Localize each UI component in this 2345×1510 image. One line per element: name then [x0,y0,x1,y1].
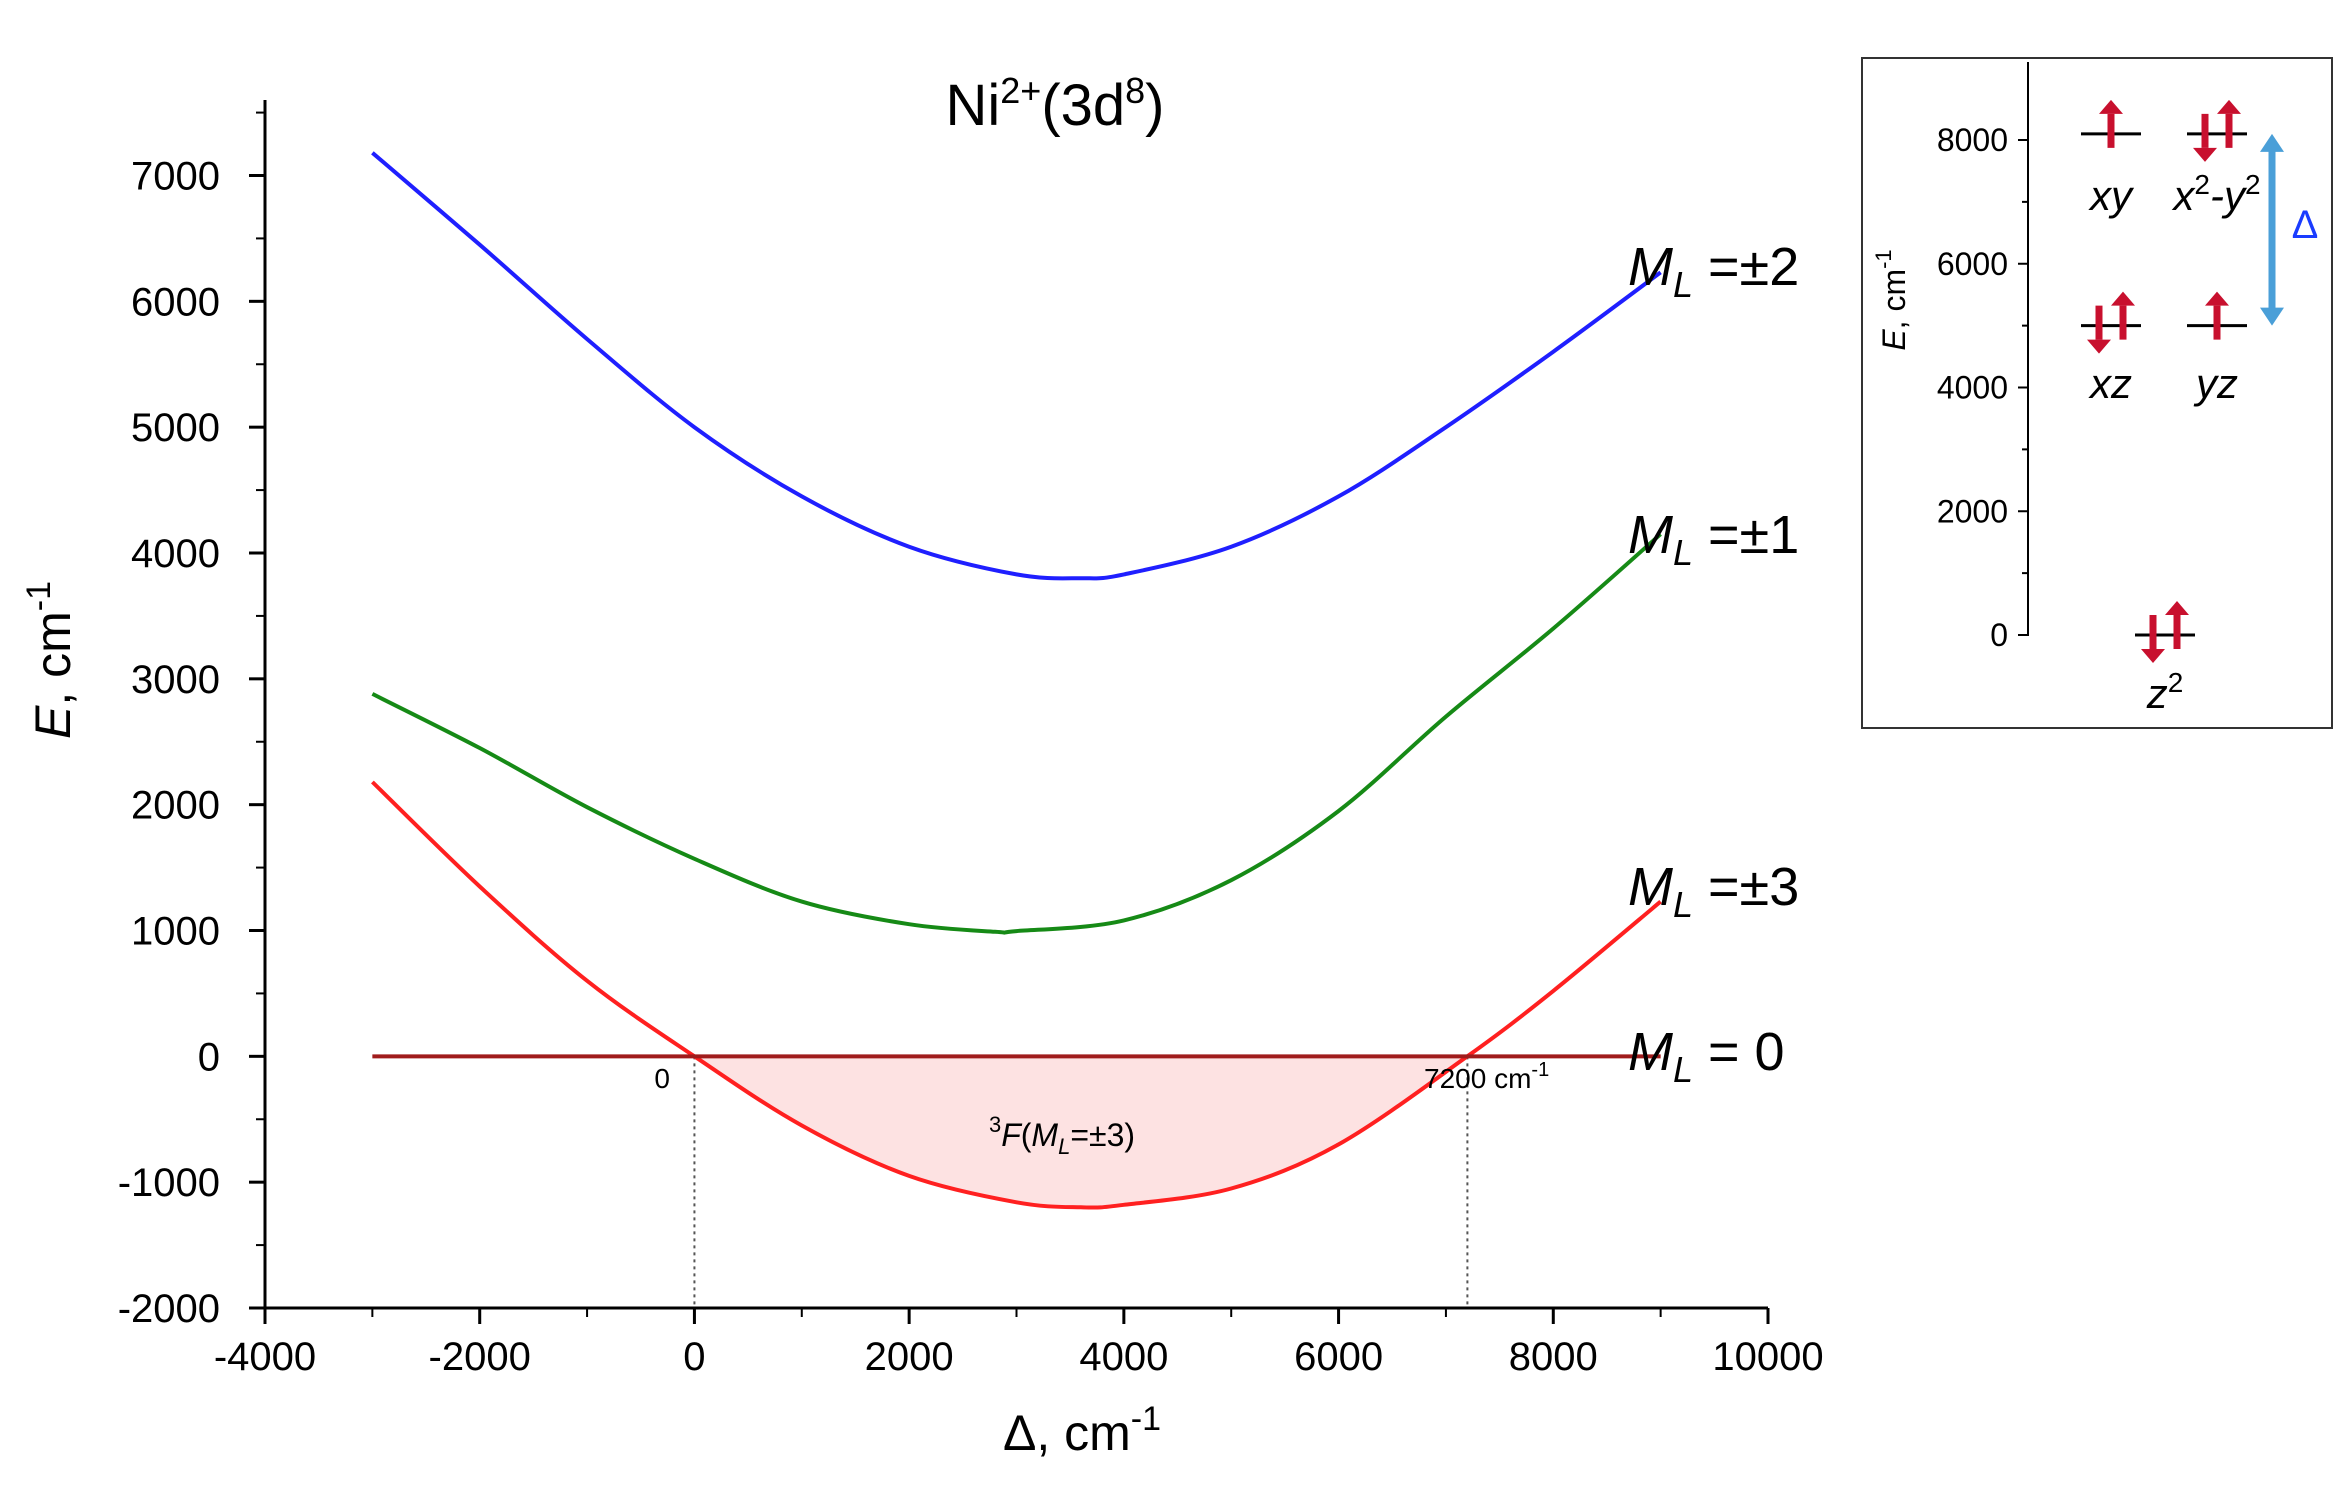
chart-title: Ni2+(3d8) [945,70,1164,138]
y-tick-label: 2000 [131,784,220,828]
inset-axis: 0 2000 4000 6000 8000 [1937,62,2284,663]
series-line-1 [371,532,1662,935]
inset-y-tick-label: 0 [1990,617,2008,653]
x-tick-label: 10000 [1712,1335,1823,1379]
orbital-label-x2-y2: x2-y2 [2171,169,2260,219]
y-tick-label: 0 [198,1035,220,1079]
delta-label: Δ [2292,203,2319,247]
spin-up-arrowhead [2217,99,2241,114]
inset-y-tick-label: 8000 [1937,122,2008,158]
y-tick-label: -1000 [118,1161,220,1205]
delta-arrowhead-bottom [2260,307,2284,326]
y-tick-label: -2000 [118,1287,220,1331]
crossing-label-left: 0 [654,1063,670,1094]
label-ml-3: ML =±3 [1628,857,1799,925]
y-tick-label: 5000 [131,406,220,450]
inset-y-axis-title: E, cm-1 [1871,249,1912,350]
axes: -4000 -2000 0 2000 4000 6000 8000 10000-2000-10… [118,100,1824,1379]
x-axis-title: Δ, cm-1 [1003,1400,1161,1461]
orbital-label-yz: yz [2193,360,2238,407]
inset-orbital-diagram: 0 2000 4000 6000 8000 E, cm-1 xy x2-y2 xz yz… [1861,57,2333,729]
spin-down-arrowhead [2141,649,2165,663]
x-tick-label: 2000 [865,1335,954,1379]
region-label: 3F(ML=±3) [989,1112,1135,1159]
label-ml-1: ML =±1 [1628,505,1799,573]
spin-up-arrowhead [2099,99,2123,114]
inset-y-tick-label: 6000 [1937,246,2008,282]
y-tick-label: 4000 [131,532,220,576]
delta-arrowhead-top [2260,133,2284,152]
inset-frame [1861,57,2333,729]
orbital-label-xz: xz [2088,360,2132,407]
y-tick-label: 7000 [131,155,220,199]
crossing-label-right: 7200 cm-1 [1424,1059,1549,1094]
x-tick-label: -4000 [214,1335,316,1379]
label-ml-2: ML =±2 [1628,237,1799,305]
shaded-region-layer [694,1056,1468,1208]
x-tick-label: 0 [683,1335,705,1379]
y-tick-label: 6000 [131,280,220,324]
x-tick-label: 6000 [1294,1335,1383,1379]
orbital-label-xy: xy [2088,172,2135,219]
x-tick-label: 4000 [1079,1335,1168,1379]
series-layer [371,151,1662,1210]
inset-y-tick-label: 4000 [1937,370,2008,406]
y-tick-label: 1000 [131,910,220,954]
x-tick-label: 8000 [1509,1335,1598,1379]
spin-up-arrowhead [2111,291,2135,306]
series-line-0 [371,151,1662,581]
spin-down-arrowhead [2193,147,2217,162]
spin-up-arrowhead [2165,601,2189,615]
inset-y-tick-label: 2000 [1937,493,2008,529]
series-line-2 [371,780,1662,1210]
spin-up-arrowhead [2205,291,2229,306]
x-tick-label: -2000 [429,1335,531,1379]
shaded-region [694,1056,1468,1208]
spin-down-arrowhead [2087,339,2111,354]
y-tick-label: 3000 [131,658,220,702]
y-axis-title: E, cm-1 [20,581,81,739]
label-ml-0: ML = 0 [1628,1022,1785,1090]
